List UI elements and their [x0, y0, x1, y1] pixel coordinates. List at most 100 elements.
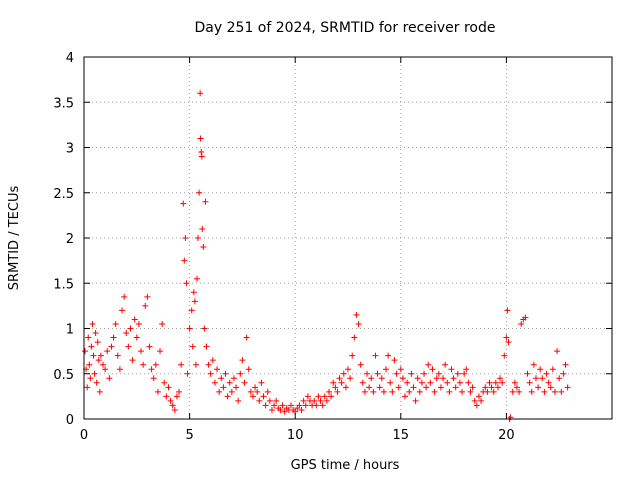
data-point: [214, 366, 221, 373]
data-point: [492, 379, 499, 386]
data-point: [142, 302, 149, 309]
data-point: [332, 384, 339, 391]
data-point: [376, 384, 383, 391]
data-point: [490, 388, 497, 395]
data-point: [444, 379, 451, 386]
data-point: [91, 370, 98, 377]
data-point: [184, 370, 191, 377]
data-point: [370, 388, 377, 395]
data-point: [252, 384, 259, 391]
data-point: [93, 379, 100, 386]
data-point: [92, 330, 99, 337]
data-point: [446, 388, 453, 395]
data-point: [183, 280, 190, 287]
data-point: [298, 406, 305, 413]
data-point: [397, 366, 404, 373]
data-point: [389, 388, 396, 395]
data-point: [404, 379, 411, 386]
data-point: [321, 393, 328, 400]
data-point: [200, 244, 207, 251]
data-point: [315, 393, 322, 400]
data-point: [437, 384, 444, 391]
data-point: [127, 325, 134, 332]
data-point: [313, 402, 320, 409]
data-point: [442, 361, 449, 368]
data-point: [402, 393, 409, 400]
data-point: [385, 352, 392, 359]
data-point: [245, 366, 252, 373]
data-point: [209, 357, 216, 364]
data-point: [342, 384, 349, 391]
y-tick-label: 2: [66, 232, 74, 247]
data-point: [260, 393, 267, 400]
data-point: [226, 379, 233, 386]
data-point: [188, 307, 195, 314]
data-point: [359, 379, 366, 386]
data-point: [380, 388, 387, 395]
data-point: [461, 370, 468, 377]
data-point: [228, 388, 235, 395]
data-point: [82, 348, 89, 355]
data-point: [395, 384, 402, 391]
data-point: [233, 384, 240, 391]
data-point: [340, 370, 347, 377]
data-point: [391, 357, 398, 364]
data-point: [243, 334, 250, 341]
data-point: [152, 361, 159, 368]
data-point: [429, 366, 436, 373]
data-point: [366, 384, 373, 391]
data-point: [361, 388, 368, 395]
data-point: [86, 361, 93, 368]
data-point: [87, 375, 94, 382]
y-axis-label: SRMTID / TECUs: [7, 186, 22, 291]
data-point: [235, 397, 242, 404]
data-point: [256, 397, 263, 404]
data-point: [465, 379, 472, 386]
data-point: [193, 275, 200, 282]
data-point: [526, 379, 533, 386]
data-point: [383, 366, 390, 373]
data-point: [262, 402, 269, 409]
y-tick-label: 3: [66, 142, 74, 157]
data-point: [131, 316, 138, 323]
data-point: [410, 384, 417, 391]
data-point: [416, 388, 423, 395]
data-point: [435, 370, 442, 377]
data-point: [364, 370, 371, 377]
data-point: [104, 348, 111, 355]
data-point: [304, 393, 311, 400]
data-point: [241, 379, 248, 386]
data-point: [353, 311, 360, 318]
data-point: [154, 388, 161, 395]
data-point: [374, 370, 381, 377]
data-point: [427, 379, 434, 386]
data-point: [281, 408, 288, 415]
data-point: [129, 357, 136, 364]
data-point: [440, 375, 447, 382]
data-point: [336, 375, 343, 382]
x-tick-label: 5: [185, 428, 193, 443]
data-point: [478, 397, 485, 404]
data-point: [551, 388, 558, 395]
data-point: [323, 397, 330, 404]
data-point: [351, 334, 358, 341]
x-tick-label: 15: [393, 428, 410, 443]
data-point: [277, 406, 284, 413]
data-point: [100, 361, 107, 368]
data-point: [524, 370, 531, 377]
data-point: [296, 402, 303, 409]
data-point: [560, 370, 567, 377]
data-point: [499, 379, 506, 386]
data-point: [509, 388, 516, 395]
data-point: [530, 361, 537, 368]
data-point: [347, 375, 354, 382]
data-point: [486, 379, 493, 386]
data-point: [431, 388, 438, 395]
data-point: [216, 388, 223, 395]
data-point: [180, 200, 187, 207]
data-point: [94, 339, 101, 346]
data-point: [537, 366, 544, 373]
data-point: [266, 397, 273, 404]
data-point: [448, 366, 455, 373]
